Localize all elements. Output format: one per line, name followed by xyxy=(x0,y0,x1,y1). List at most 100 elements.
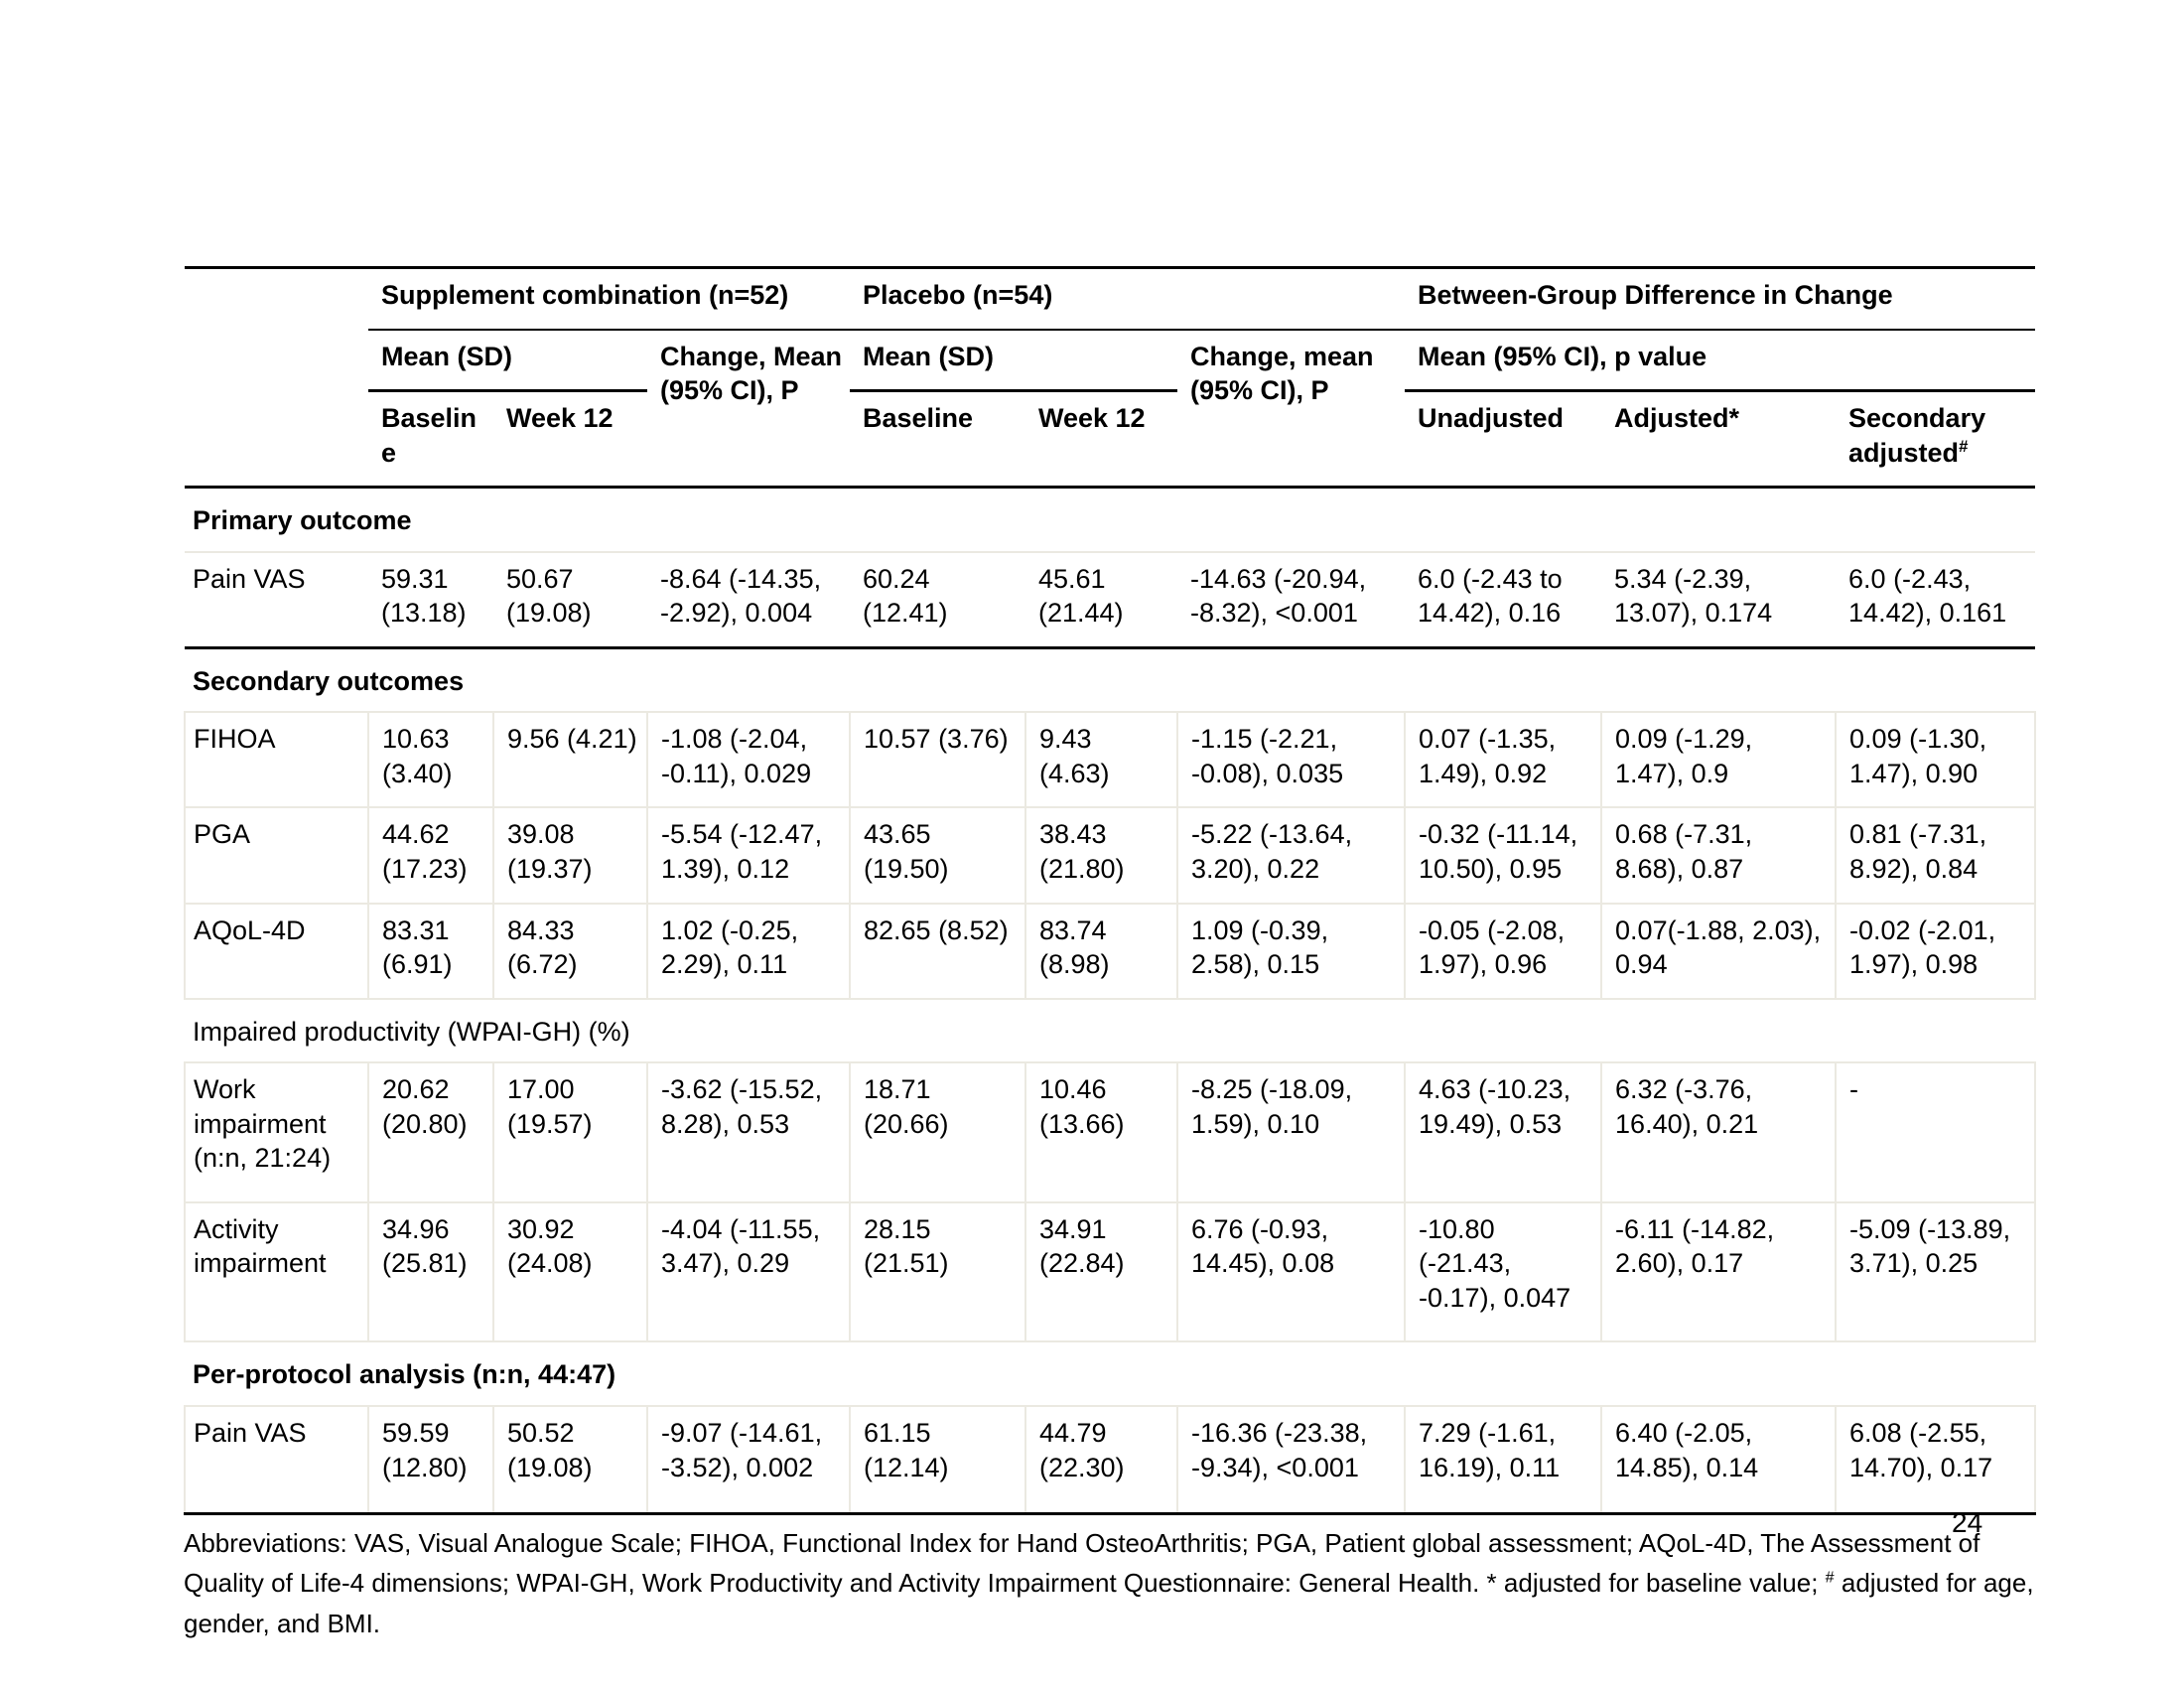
group-header-supplement: Supplement combination (n=52) xyxy=(368,265,850,331)
table-cell: 82.65 (8.52) xyxy=(849,902,1026,1000)
table-cell: -10.80 (-21.43, -0.17), 0.047 xyxy=(1404,1200,1603,1343)
subheader-mean-sd-supplement: Mean (SD) xyxy=(368,329,647,393)
section-title: Secondary outcomes xyxy=(185,645,2036,713)
table-cell: 84.33 (6.72) xyxy=(492,902,648,1000)
table-cell: 28.15 (21.51) xyxy=(849,1200,1026,1343)
col-secondary-adjusted-label: Secondary adjusted xyxy=(1848,403,1986,468)
table-cell: 83.31 (6.91) xyxy=(367,902,494,1000)
header-group-row: Supplement combination (n=52) Placebo (n… xyxy=(185,265,2036,490)
col-baseline-supplement: Baseline xyxy=(368,390,493,490)
section-primary-outcome: Primary outcome xyxy=(185,488,2035,552)
table-cell: -4.04 (-11.55, 3.47), 0.29 xyxy=(646,1200,851,1343)
col-week12-supplement: Week 12 xyxy=(493,390,647,490)
header-column-row: Baseline Week 12 Baseline Week 12 Unadju… xyxy=(185,390,2036,490)
table-cell: - xyxy=(1835,1061,2037,1203)
table-cell: 0.81 (-7.31, 8.92), 0.84 xyxy=(1835,806,2037,905)
table-cell: 0.68 (-7.31, 8.68), 0.87 xyxy=(1600,806,1838,905)
table-cell: 9.56 (4.21) xyxy=(492,711,648,809)
table-cell: 30.92 (24.08) xyxy=(492,1200,648,1343)
row-label: FIHOA xyxy=(184,711,369,809)
table-cell: -14.63 (-20.94, -8.32), <0.001 xyxy=(1177,550,1406,648)
table-cell: 6.32 (-3.76, 16.40), 0.21 xyxy=(1600,1061,1838,1203)
subheader-mean-sd-placebo: Mean (SD) xyxy=(850,329,1177,393)
table-cell: -5.22 (-13.64, 3.20), 0.22 xyxy=(1175,806,1407,905)
table-cell: 0.09 (-1.29, 1.47), 0.9 xyxy=(1600,711,1838,809)
table-row-work-impairment: Work impairment (n:n, 21:24) 20.62 (20.8… xyxy=(184,1061,2037,1203)
table-cell: -5.09 (-13.89, 3.71), 0.25 xyxy=(1835,1200,2037,1343)
row-label: Work impairment (n:n, 21:24) xyxy=(184,1061,369,1203)
table-row-fihoa: FIHOA 10.63 (3.40) 9.56 (4.21) -1.08 (-2… xyxy=(184,711,2037,809)
table-cell: 1.02 (-0.25, 2.29), 0.11 xyxy=(646,902,851,1000)
table-cell: 4.63 (-10.23, 19.49), 0.53 xyxy=(1404,1061,1603,1203)
table-cell: 43.65 (19.50) xyxy=(849,806,1026,905)
table-row-activity-impairment: Activity impairment 34.96 (25.81) 30.92 … xyxy=(184,1200,2037,1343)
table-footnote: Abbreviations: VAS, Visual Analogue Scal… xyxy=(184,1523,2034,1643)
table-cell: -0.32 (-11.14, 10.50), 0.95 xyxy=(1404,806,1603,905)
section-secondary-outcomes: Secondary outcomes xyxy=(185,645,2036,713)
section-per-protocol: Per-protocol analysis (n:n, 44:47) xyxy=(185,1341,2035,1406)
table-cell: 60.24 (12.41) xyxy=(850,550,1025,648)
section-title: Impaired productivity (WPAI-GH) (%) xyxy=(193,1016,630,1047)
subheader-change-placebo: Change, mean (95% CI), P xyxy=(1177,329,1406,490)
table-cell: 44.62 (17.23) xyxy=(367,806,494,905)
table-cell: 6.76 (-0.93, 14.45), 0.08 xyxy=(1175,1200,1407,1343)
col-adjusted: Adjusted* xyxy=(1601,390,1837,490)
table-cell: -1.15 (-2.21, -0.08), 0.035 xyxy=(1175,711,1407,809)
table-cell: -8.64 (-14.35, -2.92), 0.004 xyxy=(647,550,850,648)
col-secondary-adjusted: Secondary adjusted# xyxy=(1836,390,2036,490)
table-cell: 59.59 (12.80) xyxy=(367,1405,494,1516)
table-cell: 6.08 (-2.55, 14.70), 0.17 xyxy=(1835,1405,2037,1516)
table-cell: 17.00 (19.57) xyxy=(492,1061,648,1203)
table-cell: -16.36 (-23.38, -9.34), <0.001 xyxy=(1175,1405,1407,1516)
table-cell: 83.74 (8.98) xyxy=(1024,902,1178,1000)
table-cell: -6.11 (-14.82, 2.60), 0.17 xyxy=(1600,1200,1838,1343)
table-cell: 7.29 (-1.61, 16.19), 0.11 xyxy=(1404,1405,1603,1516)
table-row-pain-vas-per-protocol: Pain VAS 59.59 (12.80) 50.52 (19.08) -9.… xyxy=(184,1405,2037,1516)
table-cell: 50.52 (19.08) xyxy=(492,1405,648,1516)
subheader-mean-ci-pvalue: Mean (95% CI), p value xyxy=(1405,329,2036,393)
col-baseline-placebo: Baseline xyxy=(850,390,1025,490)
table-cell: 9.43 (4.63) xyxy=(1024,711,1178,809)
row-label: PGA xyxy=(184,806,369,905)
row-label: AQoL-4D xyxy=(184,902,369,1000)
corner-cell xyxy=(185,265,368,490)
outcomes-table-block: Supplement combination (n=52) Placebo (n… xyxy=(184,265,2037,1643)
table-cell: -3.62 (-15.52, 8.28), 0.53 xyxy=(646,1061,851,1203)
header-subgroup-row: Mean (SD) Change, Mean (95% CI), P Mean … xyxy=(185,329,2036,490)
row-label: Pain VAS xyxy=(185,550,368,648)
section-impaired-productivity: Impaired productivity (WPAI-GH) (%) xyxy=(185,999,2035,1063)
col-week12-placebo: Week 12 xyxy=(1025,390,1177,490)
table-cell: 38.43 (21.80) xyxy=(1024,806,1178,905)
table-cell: 10.63 (3.40) xyxy=(367,711,494,809)
table-cell: 44.79 (22.30) xyxy=(1024,1405,1178,1516)
table-cell: 34.96 (25.81) xyxy=(367,1200,494,1343)
table-cell: 6.0 (-2.43 to 14.42), 0.16 xyxy=(1405,550,1602,648)
section-title: Per-protocol analysis (n:n, 44:47) xyxy=(193,1359,616,1390)
table-cell: 20.62 (20.80) xyxy=(367,1061,494,1203)
table-cell: -0.02 (-2.01, 1.97), 0.98 xyxy=(1835,902,2037,1000)
table-cell: -8.25 (-18.09, 1.59), 0.10 xyxy=(1175,1061,1407,1203)
table-cell: 34.91 (22.84) xyxy=(1024,1200,1178,1343)
table-cell: 0.07(-1.88, 2.03), 0.94 xyxy=(1600,902,1838,1000)
table-row-aqol-4d: AQoL-4D 83.31 (6.91) 84.33 (6.72) 1.02 (… xyxy=(184,902,2037,1000)
footnote-text: adjusted for age, gender, and BMI. xyxy=(184,1568,2034,1638)
table-cell: 6.40 (-2.05, 14.85), 0.14 xyxy=(1600,1405,1838,1516)
table-cell: 10.46 (13.66) xyxy=(1024,1061,1178,1203)
row-label: Pain VAS xyxy=(184,1405,369,1516)
subheader-change-supplement: Change, Mean (95% CI), P xyxy=(647,329,850,490)
results-table: Supplement combination (n=52) Placebo (n… xyxy=(184,265,2037,1516)
table-cell: -9.07 (-14.61, -3.52), 0.002 xyxy=(646,1405,851,1516)
table-cell: 0.07 (-1.35, 1.49), 0.92 xyxy=(1404,711,1603,809)
table-cell: -0.05 (-2.08, 1.97), 0.96 xyxy=(1404,902,1603,1000)
hash-superscript: # xyxy=(1825,1568,1835,1587)
section-title: Primary outcome xyxy=(193,505,412,536)
table-cell: 5.34 (-2.39, 13.07), 0.174 xyxy=(1601,550,1837,648)
row-label: Activity impairment xyxy=(184,1200,369,1343)
footnote-text: Abbreviations: VAS, Visual Analogue Scal… xyxy=(184,1528,1980,1599)
table-cell: -1.08 (-2.04, -0.11), 0.029 xyxy=(646,711,851,809)
table-cell: -5.54 (-12.47, 1.39), 0.12 xyxy=(646,806,851,905)
table-cell: 0.09 (-1.30, 1.47), 0.90 xyxy=(1835,711,2037,809)
table-row-pain-vas: Pain VAS 59.31 (13.18) 50.67 (19.08) -8.… xyxy=(185,550,2036,648)
page-number: 24 xyxy=(1952,1507,1983,1538)
